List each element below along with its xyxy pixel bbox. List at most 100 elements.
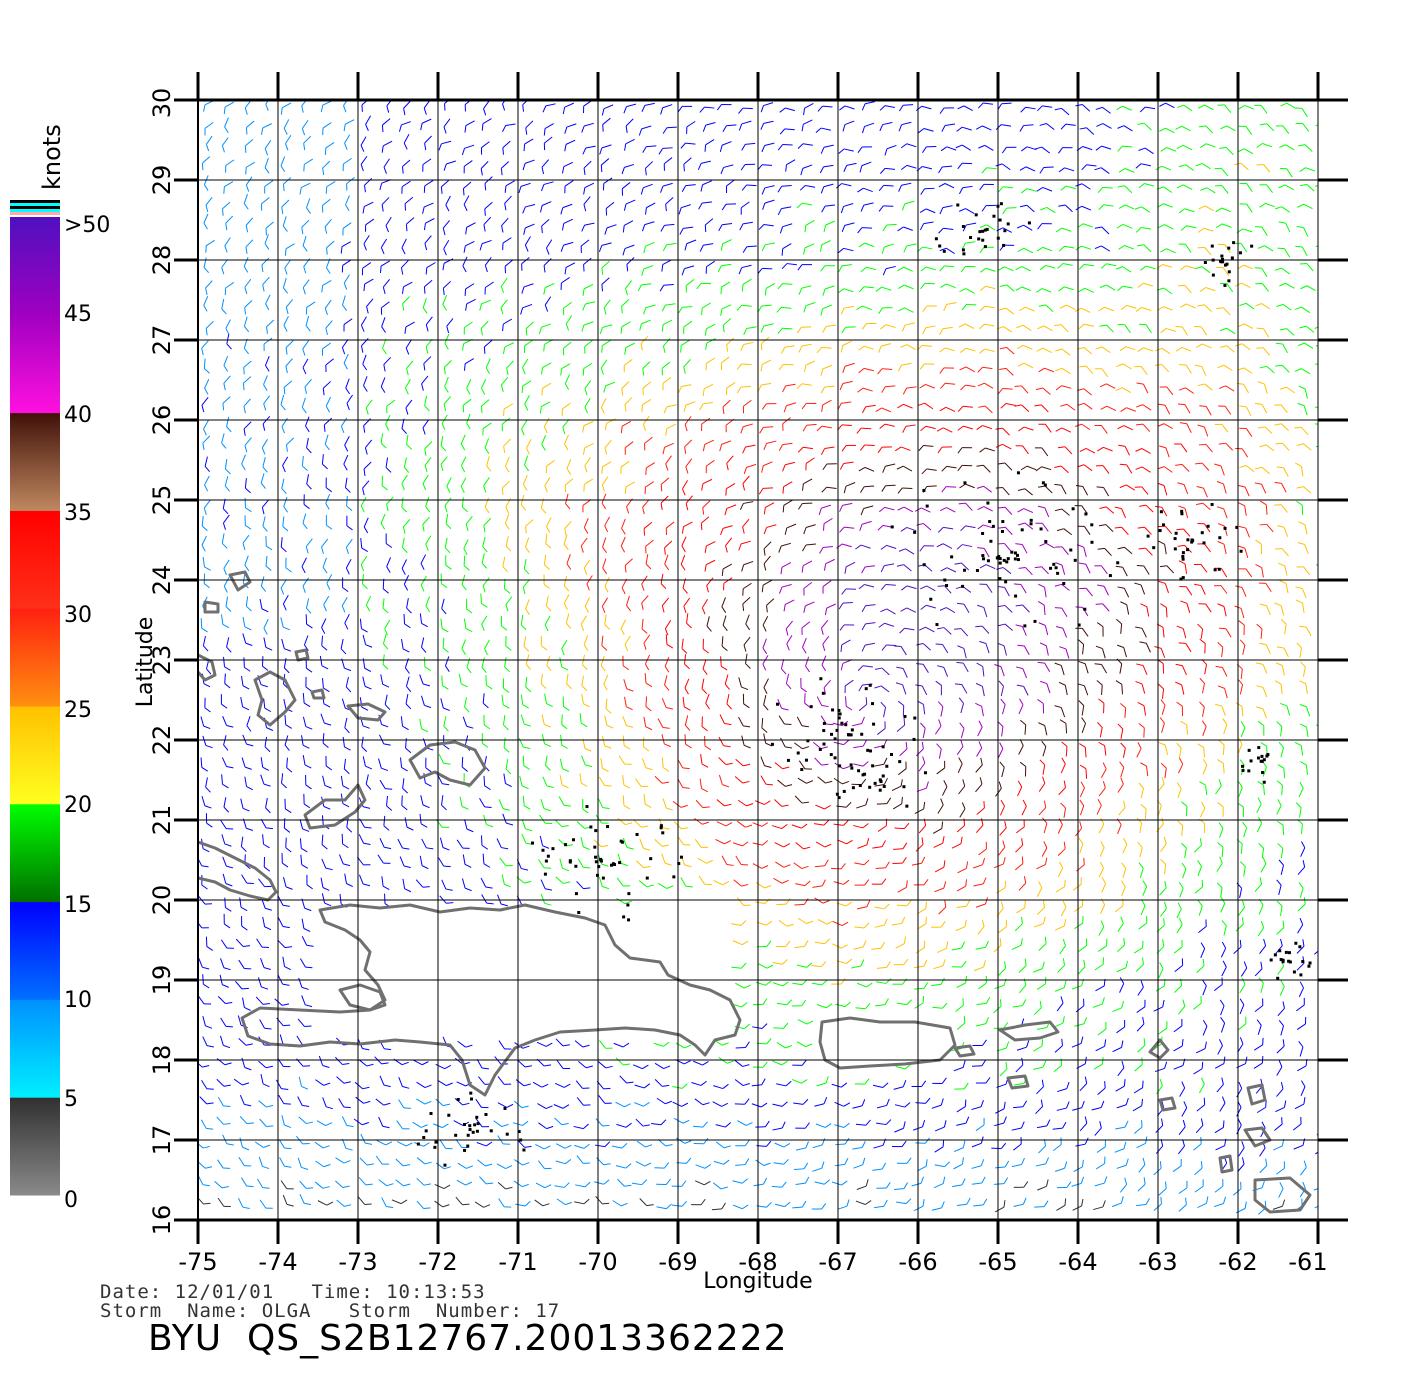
wind-vector (923, 523, 932, 531)
wind-vector (1083, 223, 1093, 228)
wind-vector (973, 883, 984, 887)
wind-vector (1125, 346, 1136, 351)
wind-vector (1243, 367, 1253, 374)
wind-vector (1317, 167, 1318, 169)
wind-vector (663, 406, 668, 414)
wind-vector (741, 184, 747, 191)
wind-vector (524, 244, 529, 252)
wind-vector (302, 577, 310, 587)
wind-vector (763, 426, 774, 428)
wind-vector (720, 528, 724, 536)
wind-vector (264, 746, 271, 753)
wind-vector (735, 982, 745, 989)
wind-vector (842, 502, 853, 506)
wind-vector (405, 321, 415, 328)
wind-vector (600, 655, 605, 666)
wind-vector (743, 501, 754, 504)
wind-vector (1237, 678, 1243, 685)
wind-vector (1038, 943, 1047, 951)
wind-vector (382, 598, 385, 609)
wind-vector (1178, 387, 1186, 391)
wind-vector (223, 356, 229, 366)
wind-vector (1304, 524, 1308, 535)
wind-vector (1033, 968, 1043, 973)
colorbar-overflow-stripe (10, 200, 60, 203)
wind-vector (722, 222, 733, 226)
wind-vector (401, 506, 408, 513)
wind-vector (598, 776, 606, 786)
wind-vector (939, 507, 947, 512)
wind-vector (805, 524, 816, 528)
wind-vector (781, 248, 784, 256)
wind-vector (699, 403, 704, 411)
wind-vector (944, 900, 947, 908)
wind-vector (1181, 464, 1190, 472)
wind-vector (344, 613, 350, 624)
wind-vector (1201, 462, 1210, 471)
wind-vector (1174, 965, 1183, 973)
wind-vector (1321, 826, 1327, 834)
wind-vector (382, 683, 390, 688)
wind-vector (892, 803, 903, 810)
wind-vector (996, 567, 1004, 570)
wind-vector (381, 145, 384, 153)
wind-vector (583, 421, 594, 427)
wind-vector (841, 424, 852, 426)
wind-vector (1063, 980, 1067, 988)
wind-vector (918, 825, 927, 834)
wind-vector (962, 544, 973, 548)
wind-vector (858, 367, 865, 374)
wind-vector (443, 163, 447, 171)
wind-vector (301, 864, 309, 869)
wind-vector (464, 321, 473, 329)
wind-vector (1222, 763, 1225, 774)
wind-vector (936, 767, 945, 775)
wind-vector (702, 401, 713, 405)
wind-vector (685, 458, 693, 467)
wind-vector (841, 264, 852, 267)
wind-vector (321, 844, 328, 850)
wind-vector (998, 967, 1006, 976)
wind-vector (621, 321, 631, 328)
wind-vector (977, 524, 984, 530)
wind-vector (833, 741, 844, 746)
wind-vector (364, 177, 373, 186)
wind-vector (736, 386, 742, 394)
wind-vector (1301, 306, 1311, 314)
wind-vector (382, 664, 389, 670)
wind-vector (701, 598, 709, 609)
wind-vector (320, 105, 324, 113)
wind-vector (1058, 861, 1064, 869)
wind-vector (222, 623, 230, 629)
wind-vector (422, 886, 430, 888)
wind-vector (1099, 383, 1107, 388)
wind-vector (815, 841, 826, 848)
wind-vector (1140, 905, 1146, 916)
wind-vector (1219, 828, 1224, 838)
wind-vector (584, 747, 592, 752)
wind-vector (1184, 508, 1189, 519)
wind-vector (682, 767, 690, 770)
wind-vector (1043, 325, 1053, 332)
wind-vector (561, 724, 568, 730)
wind-vector (1216, 882, 1223, 889)
wind-vector (1080, 781, 1085, 789)
wind-vector (861, 520, 872, 525)
wind-vector (926, 604, 936, 609)
wind-vector (541, 714, 545, 725)
wind-vector (481, 657, 485, 668)
wind-vector (241, 463, 246, 471)
wind-vector (1023, 645, 1030, 655)
wind-vector (1002, 207, 1008, 215)
wind-vector (262, 516, 266, 527)
wind-vector (936, 665, 944, 668)
wind-vector (443, 707, 450, 712)
wind-vector (1235, 343, 1243, 347)
wind-vector (1078, 562, 1086, 565)
wind-vector (365, 765, 373, 770)
wind-vector (244, 326, 250, 333)
wind-vector (401, 767, 408, 772)
wind-vector (1017, 780, 1023, 788)
wind-vector (1261, 226, 1268, 236)
wind-vector (1240, 843, 1243, 855)
